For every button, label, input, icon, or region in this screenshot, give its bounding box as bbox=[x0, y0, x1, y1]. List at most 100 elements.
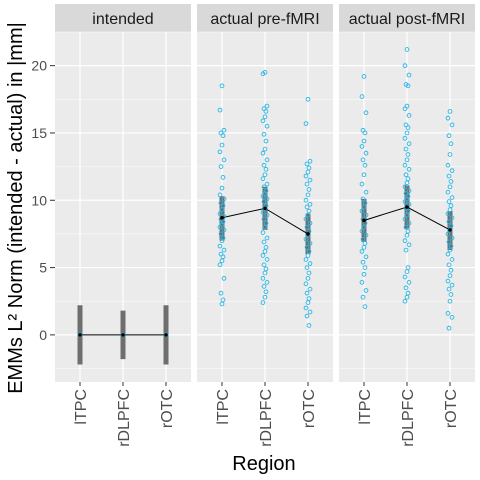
data-point bbox=[120, 332, 126, 338]
data-point bbox=[260, 193, 266, 199]
data-point bbox=[404, 269, 410, 274]
data-point bbox=[402, 106, 408, 112]
data-point bbox=[305, 212, 311, 218]
data-point bbox=[217, 107, 223, 113]
data-point bbox=[403, 224, 409, 230]
mean-point bbox=[78, 333, 82, 337]
facet-panels: intended lTPC rDLPFC rOTC actual pre-fMRI lTP… bbox=[55, 4, 475, 447]
data-point bbox=[303, 236, 309, 242]
data-point bbox=[217, 224, 223, 230]
data-point bbox=[304, 290, 310, 296]
data-point bbox=[361, 138, 367, 144]
data-point bbox=[445, 115, 451, 121]
data-point bbox=[221, 275, 227, 281]
data-point bbox=[359, 280, 365, 285]
data-point bbox=[363, 254, 369, 260]
data-point bbox=[404, 232, 410, 238]
data-point bbox=[406, 242, 412, 248]
data-point bbox=[449, 122, 455, 128]
data-point bbox=[447, 207, 453, 213]
data-point bbox=[303, 281, 309, 287]
data-point bbox=[221, 196, 227, 202]
data-point bbox=[305, 96, 311, 102]
data-point bbox=[402, 184, 408, 190]
data-point bbox=[262, 294, 268, 300]
data-point bbox=[260, 176, 266, 182]
data-point bbox=[220, 254, 226, 260]
data-point bbox=[406, 188, 412, 194]
data-point bbox=[263, 289, 269, 295]
data-point bbox=[359, 144, 365, 149]
data-point bbox=[405, 152, 411, 157]
data-point bbox=[405, 228, 411, 234]
mean-point bbox=[405, 205, 409, 209]
x-tick-label: lTPC bbox=[215, 389, 232, 425]
data-point bbox=[406, 141, 412, 147]
data-point bbox=[219, 185, 225, 191]
data-point bbox=[306, 323, 312, 328]
data-point bbox=[448, 179, 454, 184]
data-point bbox=[360, 157, 366, 163]
data-point bbox=[445, 310, 451, 316]
data-point bbox=[263, 245, 269, 250]
data-point bbox=[446, 199, 452, 204]
data-point bbox=[307, 261, 313, 266]
data-point bbox=[362, 200, 368, 206]
data-point bbox=[261, 262, 267, 268]
data-point bbox=[263, 138, 269, 144]
data-point bbox=[404, 130, 410, 136]
data-point bbox=[260, 118, 266, 124]
data-point bbox=[406, 113, 412, 118]
data-point bbox=[264, 123, 270, 129]
data-point bbox=[303, 305, 309, 311]
data-point bbox=[261, 216, 267, 222]
data-point bbox=[218, 164, 224, 169]
data-point bbox=[219, 142, 225, 148]
data-point bbox=[446, 239, 452, 245]
data-point bbox=[264, 157, 270, 163]
data-point bbox=[445, 278, 451, 284]
data-point bbox=[405, 83, 411, 89]
data-point bbox=[260, 71, 266, 77]
data-point bbox=[359, 228, 365, 234]
data-point bbox=[264, 280, 270, 285]
x-tick-label: rOTC bbox=[443, 389, 460, 428]
data-point bbox=[305, 275, 311, 281]
data-point bbox=[217, 192, 223, 198]
data-point bbox=[260, 253, 266, 258]
data-point bbox=[307, 201, 313, 207]
facet-strip bbox=[339, 4, 475, 32]
data-point bbox=[360, 294, 366, 300]
data-point bbox=[402, 199, 408, 204]
data-point bbox=[262, 224, 268, 230]
data-point bbox=[304, 245, 310, 250]
facet-strip-label: actual pre-fMRI bbox=[210, 11, 319, 28]
data-point bbox=[448, 223, 454, 229]
y-tick-label: 20 bbox=[31, 58, 47, 74]
data-point bbox=[264, 196, 270, 202]
data-point bbox=[303, 197, 309, 203]
data-point bbox=[406, 166, 412, 172]
data-point bbox=[446, 286, 452, 292]
data-point bbox=[362, 240, 368, 246]
data-point bbox=[261, 284, 267, 289]
data-point bbox=[361, 74, 367, 79]
data-point bbox=[406, 201, 412, 207]
data-point bbox=[363, 232, 369, 238]
data-point bbox=[362, 265, 368, 270]
data-point bbox=[260, 150, 266, 156]
data-point bbox=[219, 207, 225, 213]
x-tick-label: rDLPFC bbox=[258, 389, 275, 447]
mean-point bbox=[164, 333, 168, 337]
data-point bbox=[261, 184, 267, 190]
data-point bbox=[303, 216, 309, 222]
data-point bbox=[264, 235, 270, 241]
data-point bbox=[220, 133, 226, 139]
data-point bbox=[359, 94, 365, 99]
data-point bbox=[406, 220, 412, 226]
data-point bbox=[363, 288, 369, 293]
data-point bbox=[448, 203, 454, 209]
data-point bbox=[363, 189, 369, 195]
data-point bbox=[445, 211, 451, 217]
data-point bbox=[404, 212, 410, 218]
